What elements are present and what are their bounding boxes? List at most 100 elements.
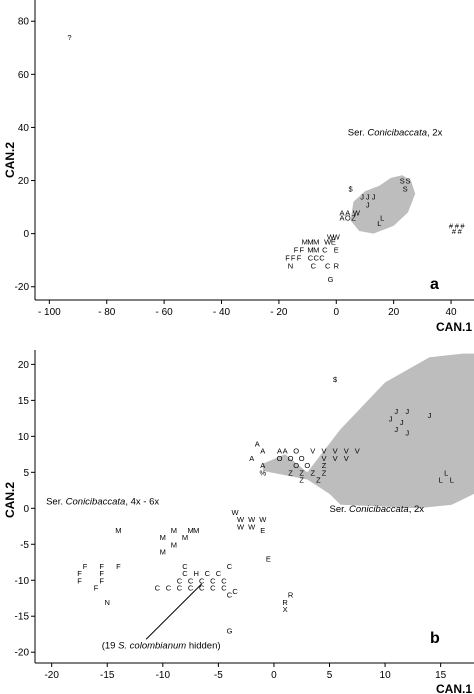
data-point-label: Z — [288, 468, 293, 477]
data-point-label: M — [307, 238, 313, 247]
data-point-label: F — [77, 569, 82, 578]
data-point-label: W — [333, 232, 341, 241]
data-point-label: V — [333, 447, 338, 456]
data-point-label: Z — [299, 476, 304, 485]
y-tick-label: -20 — [15, 648, 30, 659]
data-point-label: O — [293, 461, 299, 470]
x-tick-label: -10 — [156, 670, 171, 681]
x-tick-label: - 80 — [98, 307, 116, 318]
data-point-label: L — [439, 476, 443, 485]
data-point-label: A — [260, 461, 265, 470]
data-point-label: Z — [311, 468, 316, 477]
data-point-label: C — [227, 562, 233, 571]
data-point-label: F — [99, 569, 104, 578]
data-point-label: W — [248, 515, 256, 524]
data-point-label: F — [291, 254, 296, 263]
data-point-label: C — [188, 583, 194, 592]
data-point-label: C — [199, 576, 205, 585]
data-point-label: C — [325, 262, 331, 271]
data-point-label: O — [345, 214, 351, 223]
data-point-label: C — [155, 583, 161, 592]
data-point-label: Z — [299, 468, 304, 477]
y-axis-label: CAN.2 — [3, 482, 17, 518]
data-point-label: C — [221, 576, 227, 585]
data-point-label: C — [210, 583, 216, 592]
data-point-label: L — [380, 214, 384, 223]
y-tick-label: 20 — [18, 360, 30, 371]
data-point-label: M — [193, 526, 199, 535]
data-point-label: W — [248, 522, 256, 531]
data-point-label: F — [94, 583, 99, 592]
x-tick-label: 5 — [327, 670, 333, 681]
data-point-label: J — [360, 193, 364, 202]
data-point-label: C — [319, 254, 325, 263]
data-point-label: C — [216, 569, 222, 578]
data-point-label: $ — [333, 375, 338, 384]
series-annotation-suffix: , 2x — [427, 127, 443, 138]
x-axis-label: CAN.1 — [436, 682, 472, 694]
data-point-label: R — [282, 598, 288, 607]
data-point-label: C — [221, 583, 227, 592]
data-point-label: S — [403, 185, 408, 194]
hidden-points-note: (19 S. colombianum hidden) — [102, 641, 221, 652]
data-point-label: M — [160, 548, 166, 557]
y-tick-label: 5 — [23, 468, 29, 479]
data-point-label: V — [321, 454, 326, 463]
y-tick-label: 80 — [18, 17, 30, 28]
data-point-label: J — [366, 193, 370, 202]
data-point-label: F — [294, 246, 299, 255]
data-point-label: C — [313, 254, 319, 263]
data-point-label: O — [304, 461, 310, 470]
series-annotation-taxon: Conicibaccata — [367, 127, 427, 138]
data-point-label: J — [405, 407, 409, 416]
data-point-label: N — [288, 262, 293, 271]
data-point-label: S — [405, 177, 410, 186]
x-tick-label: 20 — [388, 307, 400, 318]
data-point-label: R — [334, 262, 340, 271]
hidden-points-note-suffix: hidden) — [186, 641, 220, 652]
data-point-label: M — [302, 238, 308, 247]
data-point-label: V — [310, 447, 315, 456]
y-axis-label: CAN.2 — [3, 142, 17, 178]
data-point-label: C — [188, 576, 194, 585]
data-point-label: F — [99, 576, 104, 585]
data-point-label: A — [345, 208, 350, 217]
data-point-label: F — [83, 562, 88, 571]
data-point-label: A — [339, 214, 344, 223]
data-point-label: J — [394, 425, 398, 434]
series-annotation-left-prefix: Ser. — [46, 497, 66, 508]
data-point-label: W — [327, 232, 335, 241]
data-point-label: X — [283, 605, 288, 614]
data-point-label: N — [104, 598, 109, 607]
data-point-label: G — [328, 275, 334, 284]
data-point-label: O — [277, 454, 283, 463]
data-point-label: W — [259, 515, 267, 524]
data-point-label: Z — [322, 468, 327, 477]
x-tick-label: - 60 — [156, 307, 174, 318]
data-point-label: O — [299, 454, 305, 463]
data-point-label: J — [400, 418, 404, 427]
data-point-label: Z — [351, 214, 356, 223]
data-point-label: C — [232, 587, 238, 596]
data-point-label: C — [210, 576, 216, 585]
data-point-label: M — [307, 246, 313, 255]
data-point-label: W — [237, 515, 245, 524]
data-point-label: M — [182, 533, 188, 542]
data-point-label: C — [227, 591, 233, 600]
data-point-label: M — [187, 526, 193, 535]
data-point-label: L — [450, 476, 454, 485]
series-annotation: Ser. Conicibaccata, 2x — [348, 127, 443, 138]
y-tick-label: 0 — [23, 229, 29, 240]
data-point-label: C — [322, 246, 328, 255]
data-point-label: # — [449, 222, 454, 231]
data-point-label: W — [324, 238, 332, 247]
data-point-label: M — [313, 238, 319, 247]
data-point-label: V — [344, 454, 349, 463]
data-point-label: J — [405, 429, 409, 438]
y-tick-label: 20 — [18, 176, 30, 187]
y-tick-label: 0 — [23, 504, 29, 515]
series-annotation-left-suffix: , 4x - 6x — [125, 497, 159, 508]
data-point-label: R — [288, 591, 294, 600]
x-tick-label: 10 — [380, 670, 392, 681]
data-point-label: C — [182, 562, 188, 571]
